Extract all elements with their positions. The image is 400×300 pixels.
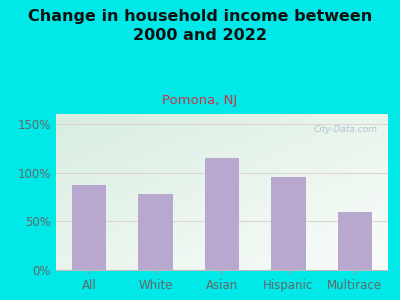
Text: Change in household income between
2000 and 2022: Change in household income between 2000 … [28,9,372,43]
Bar [205,158,239,270]
Bar [271,177,306,270]
Text: Pomona, NJ: Pomona, NJ [162,94,238,107]
Bar [338,212,372,270]
Text: City-Data.com: City-Data.com [314,125,378,134]
Bar [72,185,106,270]
Bar [138,194,173,270]
